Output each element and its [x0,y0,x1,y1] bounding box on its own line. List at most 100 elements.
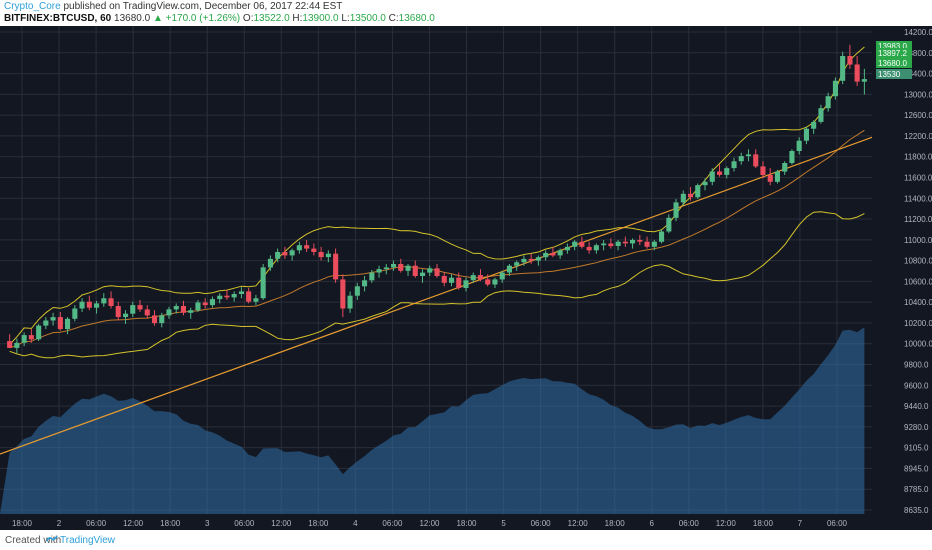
candle-body[interactable] [499,272,505,280]
candle-body[interactable] [521,258,527,263]
candle-body[interactable] [246,291,252,302]
candle-body[interactable] [449,277,455,283]
candle-body[interactable] [36,325,42,340]
candle-body[interactable] [593,245,599,251]
candle-body[interactable] [318,252,324,258]
candle-body[interactable] [601,243,607,246]
candle-body[interactable] [861,79,867,82]
candle-body[interactable] [65,318,71,330]
candle-body[interactable] [275,252,281,259]
candle-body[interactable] [738,156,744,162]
candle-body[interactable] [644,241,650,247]
candle-body[interactable] [680,193,686,203]
candle-body[interactable] [152,315,158,324]
candle-body[interactable] [456,277,462,288]
candle-body[interactable] [72,308,78,319]
candle-body[interactable] [666,217,672,232]
candle-body[interactable] [767,175,773,182]
candle-body[interactable] [651,241,657,247]
candle-body[interactable] [811,121,817,129]
candle-body[interactable] [231,294,237,298]
candle-body[interactable] [630,240,636,244]
candle-body[interactable] [492,279,498,285]
candle-body[interactable] [79,301,85,309]
candle-body[interactable] [57,317,63,330]
candle-body[interactable] [14,342,20,348]
candle-body[interactable] [180,306,186,313]
candle-body[interactable] [325,253,331,258]
candle-body[interactable] [28,335,34,340]
candle-body[interactable] [195,302,201,311]
candle-body[interactable] [94,303,100,308]
candle-body[interactable] [282,252,288,256]
candle-body[interactable] [557,250,563,256]
candle-body[interactable] [130,305,136,314]
candle-body[interactable] [304,245,310,249]
candle-body[interactable] [123,313,129,318]
candle-body[interactable] [43,320,49,326]
candle-body[interactable] [659,231,665,242]
tradingview-brand[interactable]: TradingView [60,535,116,546]
candle-body[interactable] [311,248,317,252]
candle-body[interactable] [260,267,266,299]
candle-body[interactable] [398,264,404,271]
candle-body[interactable] [86,301,92,308]
candle-body[interactable] [477,275,483,280]
candle-body[interactable] [818,108,824,122]
candle-body[interactable] [354,286,360,296]
candle-body[interactable] [550,252,556,256]
candle-body[interactable] [760,166,766,175]
candle-body[interactable] [789,151,795,163]
candle-body[interactable] [543,252,549,258]
candle-body[interactable] [608,243,614,247]
candle-body[interactable] [774,171,780,182]
candle-body[interactable] [376,269,382,273]
candle-body[interactable] [745,154,751,157]
candle-body[interactable] [514,262,520,266]
candle-body[interactable] [202,302,208,306]
candle-body[interactable] [572,241,578,247]
candle-body[interactable] [209,299,215,306]
candle-body[interactable] [782,163,788,172]
candle-body[interactable] [50,317,56,321]
candle-body[interactable] [622,241,628,244]
candle-body[interactable] [21,335,27,343]
candle-body[interactable] [840,56,846,81]
candle-body[interactable] [224,295,230,298]
candle-body[interactable] [637,240,643,242]
candle-body[interactable] [586,246,592,251]
candle-body[interactable] [688,193,694,198]
candle-body[interactable] [731,161,737,169]
candle-body[interactable] [564,246,570,251]
candle-body[interactable] [709,171,715,182]
candle-body[interactable] [847,56,853,65]
candle-body[interactable] [427,268,433,273]
candle-body[interactable] [441,276,447,283]
candle-body[interactable] [695,185,701,198]
candle-body[interactable] [166,309,172,316]
candle-body[interactable] [144,309,150,316]
candle-body[interactable] [267,258,273,268]
candle-body[interactable] [717,171,723,175]
candle-body[interactable] [217,295,223,300]
candle-body[interactable] [825,96,831,109]
candle-body[interactable] [535,257,541,261]
candle-body[interactable] [289,250,295,256]
candle-body[interactable] [391,264,397,268]
candle-body[interactable] [188,310,194,313]
candle-body[interactable] [470,275,476,281]
candle-body[interactable] [615,241,621,246]
candle-body[interactable] [253,298,259,302]
candle-body[interactable] [832,80,838,97]
candle-body[interactable] [506,265,512,273]
candle-body[interactable] [159,315,165,324]
candle-body[interactable] [333,253,339,280]
candle-body[interactable] [803,128,809,141]
candle-body[interactable] [362,280,368,287]
price-chart[interactable]: 14200.0 13800.0 13400.0 13000.0 12600.0 12200… [0,26,932,530]
candle-body[interactable] [702,181,708,186]
candle-body[interactable] [673,202,679,218]
candle-body[interactable] [108,298,114,306]
candle-body[interactable] [854,64,860,82]
candle-body[interactable] [137,305,143,310]
